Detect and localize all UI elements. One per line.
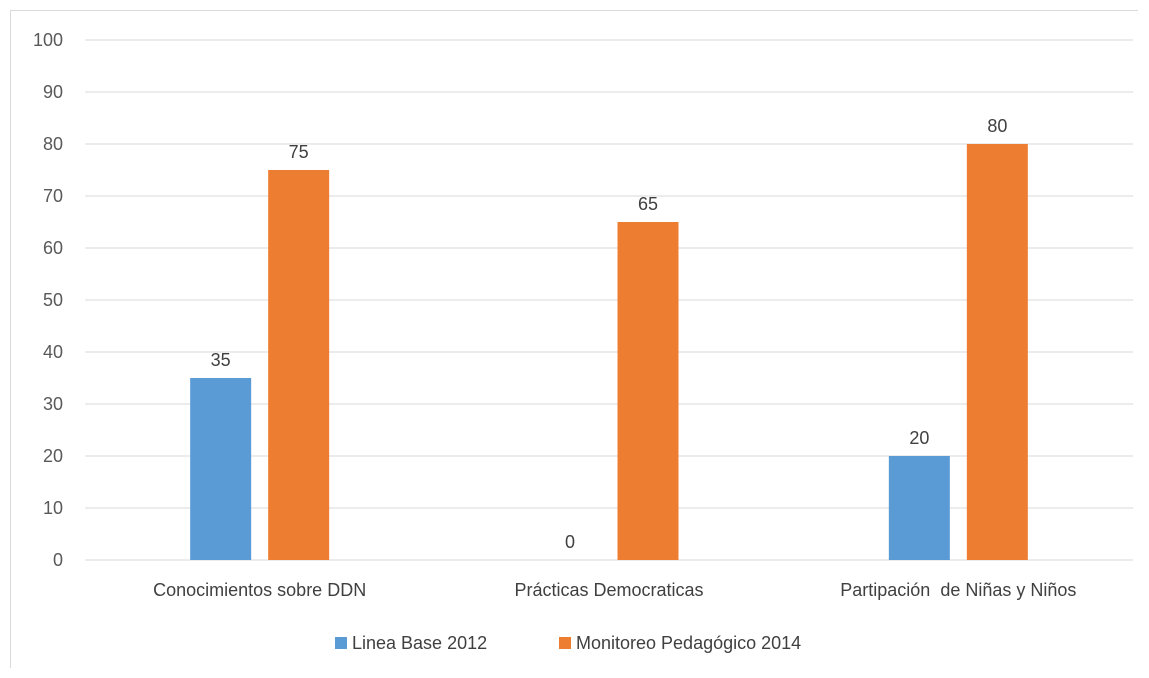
- data-label: 65: [638, 194, 658, 214]
- y-tick-label: 60: [43, 238, 63, 258]
- bar: [888, 456, 950, 560]
- y-tick-label: 100: [33, 30, 63, 50]
- y-tick-label: 90: [43, 82, 63, 102]
- category-label: Conocimientos sobre DDN: [153, 580, 366, 600]
- y-axis-ticks: 0 10 20 30 40 50 60 70 80 90 100: [33, 30, 63, 570]
- y-tick-label: 0: [53, 550, 63, 570]
- legend-label: Linea Base 2012: [352, 633, 487, 653]
- y-tick-label: 80: [43, 134, 63, 154]
- data-labels: 35 75 0 65 20 80: [211, 116, 1008, 552]
- category-labels: Conocimientos sobre DDN Prácticas Democra…: [153, 580, 1076, 600]
- legend-swatch: [559, 637, 571, 649]
- data-label: 75: [289, 142, 309, 162]
- bars: [190, 144, 1028, 560]
- data-label: 80: [987, 116, 1007, 136]
- data-label: 0: [565, 532, 575, 552]
- gridlines: [85, 39, 1133, 561]
- y-tick-label: 20: [43, 446, 63, 466]
- category-label: Partipación de Niñas y Niños: [840, 580, 1076, 600]
- legend-swatch: [335, 637, 347, 649]
- y-tick-label: 50: [43, 290, 63, 310]
- bar: [190, 378, 252, 560]
- y-tick-label: 30: [43, 394, 63, 414]
- data-label: 35: [211, 350, 231, 370]
- legend: Linea Base 2012 Monitoreo Pedagógico 2014: [335, 633, 801, 653]
- legend-label: Monitoreo Pedagógico 2014: [576, 633, 801, 653]
- bar: [966, 144, 1028, 560]
- y-tick-label: 70: [43, 186, 63, 206]
- bar: [268, 170, 330, 560]
- bar: [617, 222, 679, 560]
- category-label: Prácticas Democraticas: [514, 580, 703, 600]
- chart-frame: [10, 10, 1138, 668]
- data-label: 20: [909, 428, 929, 448]
- y-tick-label: 40: [43, 342, 63, 362]
- y-tick-label: 10: [43, 498, 63, 518]
